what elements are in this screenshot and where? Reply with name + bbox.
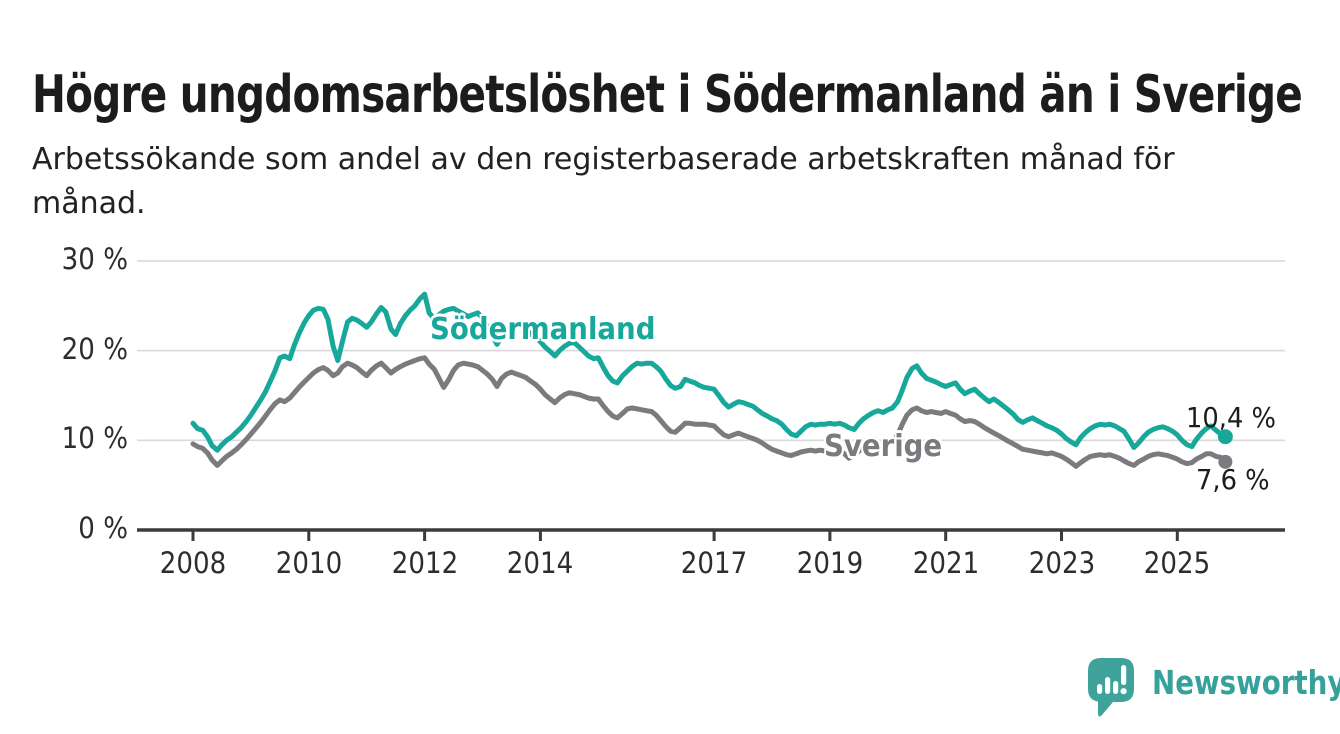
x-axis-tick-label: 2017 <box>680 546 748 580</box>
x-axis-tick-label: 2023 <box>1028 546 1095 580</box>
series-line-sverige <box>190 355 1228 469</box>
chart-subtitle-line1: Arbetssökande som andel av den registerb… <box>32 142 1175 177</box>
y-axis-tick-label: 20 % <box>61 331 128 366</box>
chart-subtitle-line2: månad. <box>32 186 146 221</box>
x-axis-tick-label: 2014 <box>507 546 574 580</box>
series-label-sverige: Sverige <box>824 429 943 464</box>
x-axis-tick-label: 2010 <box>275 546 343 580</box>
end-value-label-sverige: 7,6 % <box>1196 463 1270 496</box>
series-line-sodermanland <box>190 291 1228 453</box>
newsworthy-logo: Newsworthy <box>1086 656 1340 718</box>
y-axis-tick-label: 30 % <box>61 241 128 276</box>
page-title: Högre ungdomsarbetslöshet i Södermanland… <box>32 64 1303 125</box>
series-end-dot-sodermanland <box>1217 429 1233 445</box>
series-end-dot-sverige <box>1218 454 1233 469</box>
chart-subtitle: Arbetssökande som andel av den registerb… <box>32 138 1175 226</box>
series-label-sodermanland: Södermanland <box>430 312 656 347</box>
x-axis-tick-label: 2012 <box>391 546 458 580</box>
newsworthy-wordmark: Newsworthy <box>1152 663 1340 702</box>
newsworthy-speech-bubble-bar-chart-icon <box>1088 658 1134 717</box>
x-axis-tick-label: 2025 <box>1144 546 1211 580</box>
y-axis-tick-label: 0 % <box>78 511 128 545</box>
end-value-label-sodermanland: 10,4 % <box>1186 401 1277 434</box>
x-axis-tick-label: 2019 <box>796 546 864 580</box>
y-axis-tick-label: 10 % <box>61 421 128 456</box>
x-axis-tick-label: 2021 <box>912 546 979 580</box>
x-axis-tick-label: 2008 <box>159 546 227 580</box>
